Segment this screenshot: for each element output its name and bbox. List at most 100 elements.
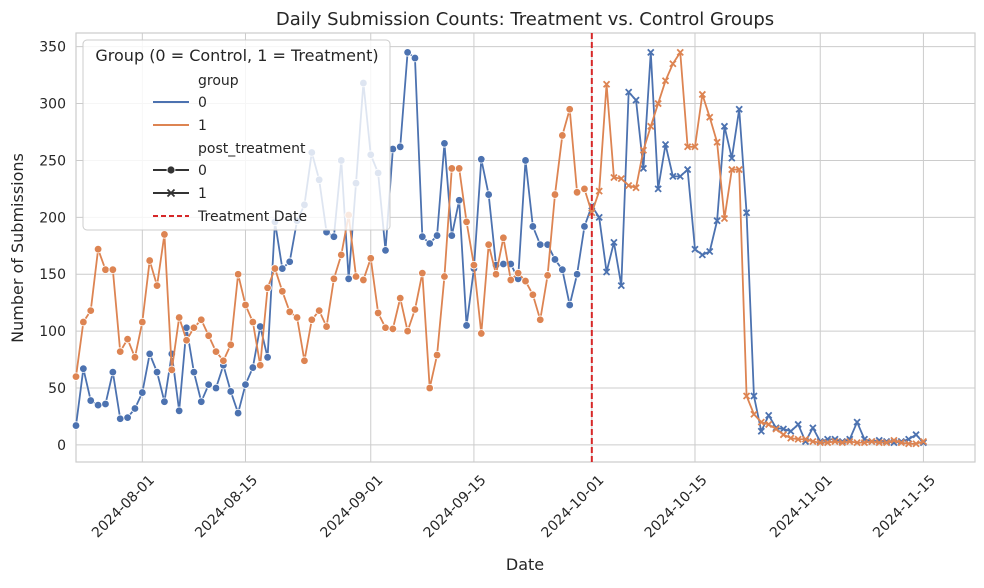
data-point-group-1 xyxy=(359,275,368,285)
data-point-group-1 xyxy=(167,365,176,375)
data-point-group-0 xyxy=(610,238,618,247)
data-point-group-1 xyxy=(669,60,677,68)
y-axis-ticks: 0 50 100 150 200 250 300 350 xyxy=(39,40,66,454)
data-point-group-1 xyxy=(528,290,538,299)
data-point-group-0 xyxy=(558,265,567,274)
data-point-group-1 xyxy=(779,431,788,439)
data-point-group-0 xyxy=(683,165,692,174)
data-point-group-0 xyxy=(204,380,213,389)
x-tick-label: 2024-08-01 xyxy=(89,472,158,541)
data-point-group-1 xyxy=(513,268,523,278)
y-tick-label: 150 xyxy=(39,267,66,283)
data-point-group-1 xyxy=(381,323,390,332)
data-point-group-1 xyxy=(300,356,309,365)
data-point-group-1 xyxy=(912,440,920,448)
data-point-group-1 xyxy=(322,322,331,331)
legend-post-1-label: 1 xyxy=(198,186,207,202)
data-point-group-1 xyxy=(846,437,854,446)
data-point-group-1 xyxy=(241,300,250,310)
legend-group-1-label: 1 xyxy=(198,118,207,134)
data-point-group-0 xyxy=(706,247,714,256)
data-point-group-0 xyxy=(632,96,640,104)
data-point-group-1 xyxy=(373,308,383,318)
data-point-group-0 xyxy=(750,392,758,400)
data-point-group-0 xyxy=(226,387,235,396)
y-tick-label: 0 xyxy=(57,438,66,454)
legend-group-0-label: 0 xyxy=(198,95,207,111)
y-tick-label: 300 xyxy=(39,97,66,113)
data-point-group-0 xyxy=(661,140,670,149)
data-point-group-1 xyxy=(506,275,515,285)
data-point-group-1 xyxy=(123,334,132,344)
data-point-group-0 xyxy=(101,399,110,409)
data-point-group-1 xyxy=(720,214,729,223)
data-point-group-0 xyxy=(138,388,147,397)
data-point-group-1 xyxy=(248,317,258,327)
data-point-group-0 xyxy=(278,264,287,273)
data-point-group-1 xyxy=(787,434,795,442)
data-point-group-1 xyxy=(639,146,648,154)
data-point-group-0 xyxy=(484,190,493,199)
data-point-group-1 xyxy=(278,287,287,296)
data-point-group-1 xyxy=(647,122,655,130)
data-point-group-1 xyxy=(735,165,743,174)
data-point-group-0 xyxy=(550,255,560,264)
data-point-group-1 xyxy=(816,439,824,447)
data-point-group-0 xyxy=(462,321,471,330)
data-point-group-1 xyxy=(919,437,928,446)
x-tick-label: 2024-09-01 xyxy=(318,472,387,541)
legend-frame xyxy=(82,39,391,231)
data-point-group-1 xyxy=(211,347,221,356)
data-point-group-1 xyxy=(580,184,589,194)
x-tick-label: 2024-08-15 xyxy=(192,472,261,541)
legend-treatment-label: Treatment Date xyxy=(197,209,307,225)
data-point-group-1 xyxy=(698,90,706,99)
data-point-group-0 xyxy=(787,427,795,435)
data-point-group-1 xyxy=(801,435,810,443)
data-point-group-0 xyxy=(381,246,390,255)
data-point-group-0 xyxy=(698,251,706,259)
data-point-group-1 xyxy=(138,317,147,327)
data-point-group-0 xyxy=(572,270,582,279)
data-point-group-1 xyxy=(410,305,420,314)
data-point-group-1 xyxy=(905,440,913,448)
data-point-group-0 xyxy=(528,222,538,231)
data-point-group-0 xyxy=(647,48,655,56)
data-point-group-1 xyxy=(418,268,427,278)
data-point-group-0 xyxy=(757,427,765,435)
data-point-group-0 xyxy=(86,396,95,405)
data-point-group-0 xyxy=(454,196,464,205)
data-point-group-1 xyxy=(765,420,773,429)
data-point-group-0 xyxy=(765,411,773,419)
data-point-group-1 xyxy=(71,372,81,381)
data-point-group-1 xyxy=(491,270,501,279)
data-point-group-1 xyxy=(543,271,552,280)
data-point-group-1 xyxy=(93,245,103,254)
legend-post-1-marker xyxy=(166,188,176,198)
data-point-group-0 xyxy=(669,172,677,181)
data-point-group-0 xyxy=(617,281,625,290)
x-tick-label: 2024-09-15 xyxy=(421,472,490,541)
data-point-group-1 xyxy=(484,240,493,249)
data-point-group-1 xyxy=(536,315,545,324)
data-point-group-0 xyxy=(654,185,662,193)
y-tick-label: 100 xyxy=(39,324,66,340)
data-point-group-1 xyxy=(499,233,508,243)
data-point-group-1 xyxy=(610,173,618,182)
legend-post-header: post_treatment xyxy=(198,141,306,157)
data-point-group-1 xyxy=(447,164,457,173)
data-point-group-0 xyxy=(285,257,294,266)
data-point-group-1 xyxy=(116,347,125,356)
data-point-group-1 xyxy=(794,435,802,443)
data-point-group-1 xyxy=(108,265,118,274)
data-point-group-1 xyxy=(440,272,449,281)
data-point-group-0 xyxy=(263,353,272,362)
data-point-group-1 xyxy=(425,383,434,393)
x-tick-label: 2024-11-01 xyxy=(767,472,836,541)
data-point-group-0 xyxy=(595,213,603,221)
data-point-group-1 xyxy=(706,113,714,121)
data-point-group-0 xyxy=(779,425,788,433)
data-point-group-1 xyxy=(772,425,780,433)
x-axis-label: Date xyxy=(506,555,544,574)
